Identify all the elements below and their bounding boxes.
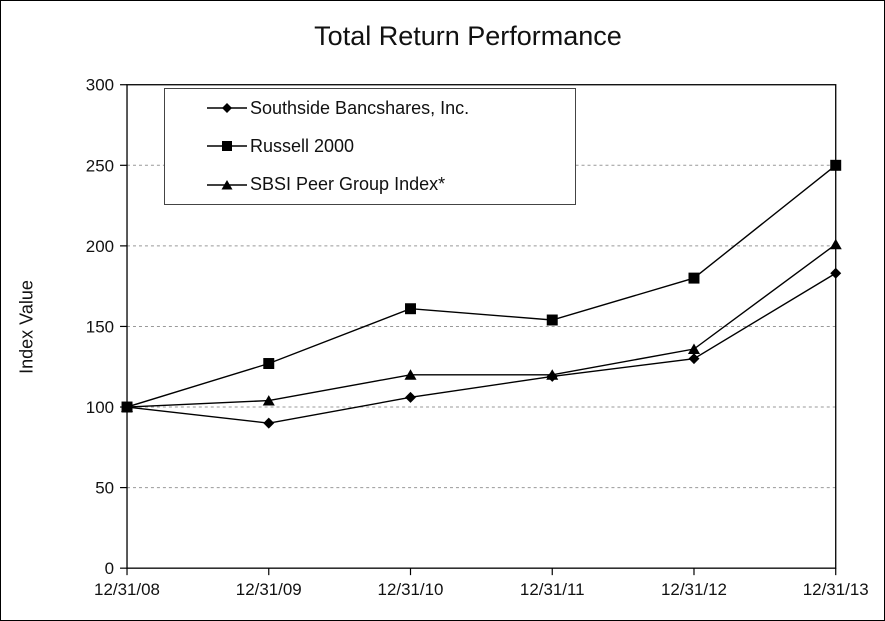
series-marker-square xyxy=(546,314,558,326)
series-marker-triangle xyxy=(262,395,275,406)
y-tick-label: 250 xyxy=(86,156,114,175)
series-marker-square xyxy=(263,358,275,369)
series-marker-square xyxy=(405,303,416,315)
y-tick-label: 150 xyxy=(86,317,114,336)
y-tick-label: 50 xyxy=(95,479,114,498)
legend-item: Southside Bancshares, Inc. xyxy=(207,89,575,127)
y-tick-label: 300 xyxy=(86,76,114,95)
series-marker-square xyxy=(688,272,700,284)
legend-glyph-square xyxy=(222,141,232,152)
y-tick-label: 0 xyxy=(105,559,114,578)
series-marker-triangle xyxy=(404,369,417,380)
legend-label: Southside Bancshares, Inc. xyxy=(250,97,470,118)
triangle-marker-icon xyxy=(207,179,247,190)
legend-item: SBSI Peer Group Index* xyxy=(207,166,575,204)
square-marker-icon xyxy=(207,141,247,152)
y-tick-label: 200 xyxy=(86,237,114,256)
series-marker-square xyxy=(830,159,842,171)
legend-glyph-diamond xyxy=(222,103,232,114)
diamond-marker-icon xyxy=(207,103,247,114)
series-line-0 xyxy=(126,272,837,424)
legend-label: SBSI Peer Group Index* xyxy=(250,174,446,195)
series-marker-triangle xyxy=(687,343,701,354)
series-marker-diamond xyxy=(830,267,842,279)
legend-label: Russell 2000 xyxy=(250,135,355,156)
x-tick-label: 12/31/08 xyxy=(94,580,160,599)
legend-glyph-triangle xyxy=(221,179,233,190)
series-marker-diamond xyxy=(405,391,416,403)
series-marker-diamond xyxy=(263,417,275,429)
series-line-1 xyxy=(126,164,837,408)
series-line-2 xyxy=(126,243,837,408)
chart-title: Total Return Performance xyxy=(314,21,622,51)
x-tick-label: 12/31/12 xyxy=(661,580,727,599)
series-marker-triangle xyxy=(120,401,134,412)
series-marker-triangle xyxy=(829,238,842,250)
x-tick-label: 12/31/13 xyxy=(803,580,869,599)
x-tick-label: 12/31/09 xyxy=(236,580,302,599)
y-tick-label: 100 xyxy=(86,398,114,417)
series-marker-diamond xyxy=(688,353,700,365)
x-tick-label: 12/31/10 xyxy=(378,580,444,599)
x-tick-label: 12/31/11 xyxy=(520,580,585,599)
legend: Southside Bancshares, Inc. Russell 2000 … xyxy=(164,88,576,205)
legend-item: Russell 2000 xyxy=(207,127,575,165)
series-marker-triangle xyxy=(546,369,559,380)
